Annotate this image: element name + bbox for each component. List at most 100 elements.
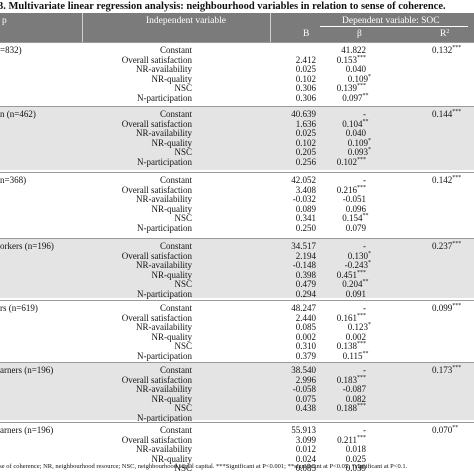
table-row: NSC 0.310 0.138*** [0,341,474,351]
beta-cell: 0.216*** [337,185,366,195]
b-value: 0.294 [295,289,316,299]
variable-label: NSC [174,147,192,158]
variable-label: NR-availability [136,64,192,75]
beta-cell: 41.822 [341,45,366,55]
r2-cell: 0.099*** [432,303,461,313]
beta-cell: -0.051 [343,194,366,204]
b-value: 0.306 [295,83,316,94]
b-value: 0.024 [295,453,316,464]
variable-label: Overall satisfaction [121,184,192,195]
beta-value: 0.097 [342,93,363,103]
variable-label: Overall satisfaction [121,312,192,323]
beta-cell: 0.102*** [337,157,366,167]
header-separator [82,13,83,42]
beta-value: 0.115 [342,351,363,361]
beta-value: -0.051 [342,194,366,205]
variable-label: NR-quality [151,269,193,280]
beta-cell: 0.188*** [337,403,366,413]
table-row: NSC 0.438 0.188*** [0,403,474,413]
table-row: NR-quality 0.002 0.002 [0,332,474,342]
r2-cell: 0.144*** [432,109,461,119]
group-divider [0,362,474,363]
r2-significance: *** [452,365,462,371]
group-label: n (n=462) [0,109,36,119]
beta-value: 0.211 [337,434,357,445]
beta-significance: ** [362,351,369,357]
variable-label: NR-availability [136,128,192,139]
beta-cell: 0.025 [346,454,366,464]
beta-value: -0.243 [344,260,368,271]
beta-significance: *** [357,341,366,348]
variable-label: Overall satisfaction [121,374,192,385]
table-row: NR-availability 0.012 0.018 [0,444,474,454]
beta-value: 0.096 [345,203,366,214]
variable-label: NSC [174,279,192,290]
beta-value: 0.025 [345,453,366,464]
table-row: N-participation 0.294 0.091 [0,289,474,299]
table-row: NR-availability 0.025 0.040 [0,128,474,138]
header-r2-text: R [440,29,447,39]
r2-value: 0.142 [432,175,453,185]
b-value: 0.102 [295,73,316,84]
header-r2: R2 [440,29,449,40]
beta-cell: - [363,109,366,119]
group-label: n=368) [0,175,27,185]
beta-value: - [363,241,366,251]
beta-significance: *** [357,403,366,410]
group-divider [0,300,474,301]
beta-cell: -0.087 [343,384,366,394]
group-label: rs (n=619) [0,303,38,313]
beta-value: 0.188 [336,403,357,414]
beta-cell: - [363,241,366,251]
variable-label: NR-quality [151,393,193,404]
beta-significance: * [368,147,371,154]
r2-cell: 0.237*** [432,241,461,251]
variable-label: Constant [159,303,192,313]
group-divider [0,422,474,423]
table-row: NR-availability -0.058 -0.087 [0,384,474,394]
r2-significance: *** [452,241,462,247]
r2-value: 0.173 [432,365,453,375]
table-row: NR-availability 0.085 0.123* [0,322,474,332]
b-value: 0.379 [295,351,316,361]
group-label: orkers (n=196) [0,241,54,251]
b-value: 0.089 [295,203,316,214]
beta-cell: 0.183*** [337,375,366,385]
table-row: Constant 38.540 - 0.173*** [0,365,474,375]
beta-cell: 0.039 [346,463,366,473]
beta-significance: *** [357,374,366,381]
table-row: NR-availability -0.032 -0.051 [0,194,474,204]
variable-label: NSC [174,463,192,474]
table-footnote: nse of coherence; NR, neighbourhood reso… [0,463,408,470]
b-value: 0.479 [295,279,316,290]
variable-label: NR-availability [136,384,192,395]
table-row: N-participation 0.250 0.079 [0,223,474,233]
r2-cell: 0.173*** [432,365,461,375]
table-row: Overall satisfaction 3.408 0.216*** [0,185,474,195]
b-value: 0.102 [295,137,316,148]
beta-value: 0.153 [336,54,357,65]
group-label: arners (n=196) [0,365,54,375]
b-value: 34.517 [291,241,316,251]
beta-significance: *** [357,157,366,163]
beta-value: 0.079 [345,223,366,233]
r2-significance: ** [452,425,459,431]
variable-label: N-participation [137,413,192,423]
b-value: -0.058 [292,384,316,395]
variable-label: Constant [159,175,192,185]
b-value: 0.002 [295,331,316,342]
beta-cell: 0.109* [348,138,371,148]
beta-cell: - [363,425,366,435]
beta-cell: - [363,303,366,313]
header-beta: β [357,29,362,39]
variable-label: Constant [159,109,192,119]
b-value: 2.440 [295,312,316,323]
b-value: 0.085 [295,463,316,474]
beta-cell: 0.097** [342,93,368,103]
b-value: 55.913 [291,425,316,435]
b-value: 48.247 [291,303,316,313]
beta-value: 0.138 [336,341,357,352]
beta-cell: 0.079 [346,223,366,233]
table-row: NSC 0.205 0.093* [0,147,474,157]
beta-cell: 0.040 [346,64,366,74]
